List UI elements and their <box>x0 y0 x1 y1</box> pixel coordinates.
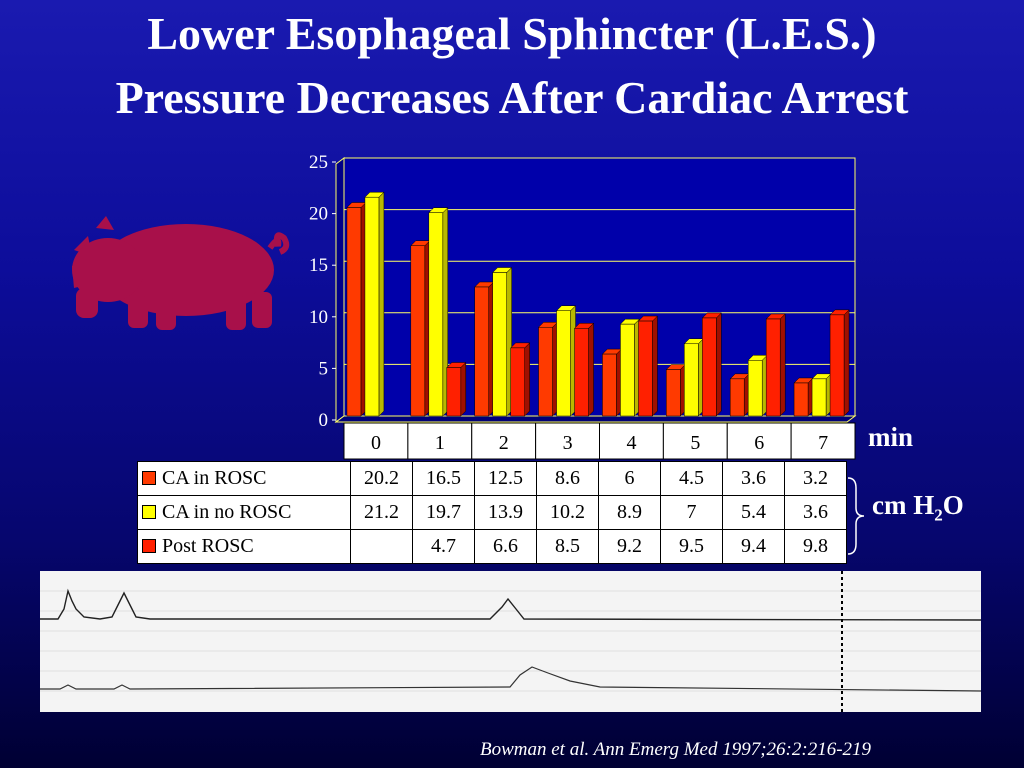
data-table: CA in ROSC 20.2 16.5 12.5 8.6 6 4.5 3.6 3.2 CA in… <box>137 461 847 564</box>
title-line-1: Lower Esophageal Sphincter (L.E.S.) <box>147 8 877 59</box>
citation: Bowman et al. Ann Emerg Med 1997;26:2:21… <box>480 739 872 760</box>
table-cell: 6.6 <box>474 529 537 564</box>
table-cell: 13.9 <box>474 495 537 530</box>
table-row: Post ROSC 4.7 6.6 8.5 9.2 9.5 9.4 9.8 <box>137 529 847 564</box>
bar <box>446 367 462 417</box>
table-cell: 4.7 <box>412 529 475 564</box>
y-tick-label: 20 <box>309 204 328 225</box>
bar <box>638 320 653 417</box>
title-line-2: Pressure Decreases After Cardiac Arrest <box>115 72 909 123</box>
bar <box>702 317 717 417</box>
bar <box>793 382 809 417</box>
x-tick-label: 1 <box>435 432 445 454</box>
table-cell: 10.2 <box>536 495 599 530</box>
table-cell <box>350 529 413 564</box>
y-tick-label: 0 <box>319 410 329 431</box>
bar-side <box>779 313 786 417</box>
x-category-cell <box>790 422 856 460</box>
table-cell: 12.5 <box>474 461 537 496</box>
bar <box>346 207 362 417</box>
bar <box>620 323 635 417</box>
bar <box>492 272 507 417</box>
table-row: CA in no ROSC 21.2 19.7 13.9 10.2 8.9 7 5.4 3.6 <box>137 495 847 530</box>
table-cell: 9.5 <box>660 529 723 564</box>
table-cell: 4.5 <box>660 461 723 496</box>
pressure-trace-image <box>40 571 981 712</box>
y-tick-label: 25 <box>309 152 328 173</box>
x-tick-label: 5 <box>690 432 700 454</box>
legend-label: CA in ROSC <box>137 461 351 496</box>
plot-side-wall <box>335 157 345 423</box>
y-unit-label: cm H2O <box>872 490 964 525</box>
x-category-cell <box>726 422 792 460</box>
bar <box>811 378 827 417</box>
bar-side <box>843 309 850 417</box>
table-cell: 8.9 <box>598 495 661 530</box>
bar <box>556 310 571 417</box>
x-tick-label: 0 <box>371 432 381 454</box>
bar <box>474 286 489 417</box>
legend-swatch <box>142 471 156 485</box>
table-cell: 9.8 <box>784 529 847 564</box>
bar <box>684 343 699 417</box>
pig-icon <box>72 216 290 330</box>
x-category-cell <box>662 422 728 460</box>
bar <box>602 353 617 417</box>
legend-text: CA in no ROSC <box>162 501 292 523</box>
x-tick-label: 4 <box>626 432 636 454</box>
brace-icon <box>847 477 865 555</box>
table-cell: 5.4 <box>722 495 785 530</box>
table-cell: 8.6 <box>536 461 599 496</box>
table-cell: 8.5 <box>536 529 599 564</box>
x-tick-label: 3 <box>563 432 573 454</box>
bar <box>666 369 681 417</box>
x-tick-label: 2 <box>499 432 509 454</box>
table-cell: 3.6 <box>784 495 847 530</box>
bar <box>364 196 380 417</box>
y-tick-label: 15 <box>309 255 328 276</box>
legend-text: CA in ROSC <box>162 467 267 489</box>
legend-label: CA in no ROSC <box>137 495 351 530</box>
bar <box>574 328 589 417</box>
x-tick-label: 6 <box>754 432 764 454</box>
table-cell: 21.2 <box>350 495 413 530</box>
y-tick-label: 5 <box>319 358 329 379</box>
x-unit-label: min <box>868 422 914 452</box>
legend-label: Post ROSC <box>137 529 351 564</box>
slide-title: Lower Esophageal Sphincter (L.E.S.) Pres… <box>0 2 1024 130</box>
table-cell: 20.2 <box>350 461 413 496</box>
bar-side <box>460 361 467 417</box>
y-tick-label: 10 <box>309 307 328 328</box>
bar <box>765 318 781 417</box>
legend-swatch <box>142 505 156 519</box>
legend-swatch <box>142 539 156 553</box>
table-cell: 9.4 <box>722 529 785 564</box>
bar-side <box>716 312 722 417</box>
bar-side <box>378 191 385 417</box>
bar <box>510 347 525 417</box>
table-cell: 9.2 <box>598 529 661 564</box>
table-cell: 16.5 <box>412 461 475 496</box>
bar-side <box>524 342 530 417</box>
table-cell: 3.2 <box>784 461 847 496</box>
bar <box>829 314 845 417</box>
bar-side <box>588 322 594 417</box>
bar <box>410 245 426 417</box>
bar-side <box>652 315 658 417</box>
x-tick-label: 7 <box>818 432 828 454</box>
table-row: CA in ROSC 20.2 16.5 12.5 8.6 6 4.5 3.6 3.2 <box>137 461 847 496</box>
bar <box>428 212 444 417</box>
plot-floor <box>334 415 857 423</box>
table-cell: 7 <box>660 495 723 530</box>
bar <box>538 326 553 417</box>
bar <box>747 360 763 417</box>
table-cell: 3.6 <box>722 461 785 496</box>
bar <box>729 378 745 417</box>
table-cell: 19.7 <box>412 495 475 530</box>
table-cell: 6 <box>598 461 661 496</box>
legend-text: Post ROSC <box>162 535 254 557</box>
x-category-cell <box>471 422 537 460</box>
